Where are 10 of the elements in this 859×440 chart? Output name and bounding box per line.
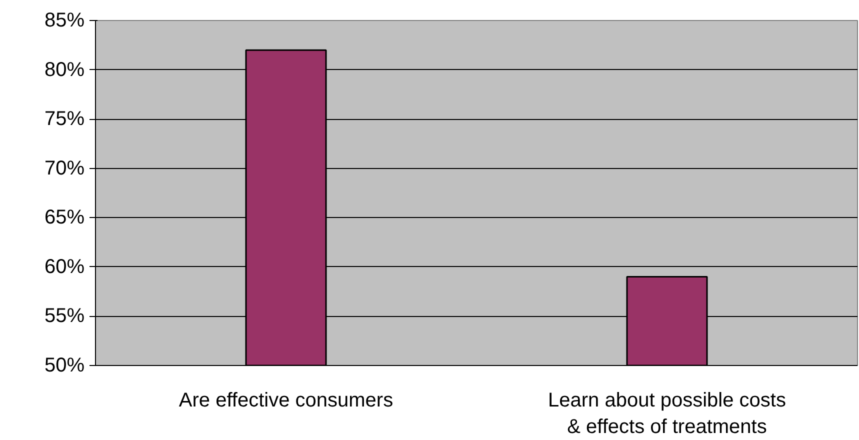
y-tick-label: 80% (44, 58, 85, 81)
y-tick-label: 70% (44, 157, 85, 180)
y-tick-label: 60% (44, 256, 85, 278)
y-tick-label: 50% (44, 354, 85, 376)
x-tick-label: Are effective consumers (178, 390, 394, 412)
y-tick-label: 65% (44, 206, 85, 229)
x-tick-label: Learn about possible costs & effects of treatments (548, 390, 786, 438)
y-tick-label: 55% (44, 305, 85, 328)
y-tick-label: 85% (44, 10, 85, 32)
y-tick-label: 75% (44, 108, 85, 130)
